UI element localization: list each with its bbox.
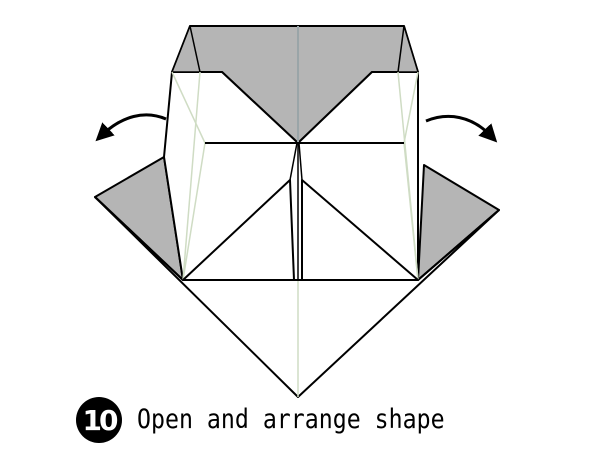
center-slit-right [298,142,303,181]
curved-arrow-left [95,113,167,142]
crease-right-diag [403,71,419,144]
right-flap-crease [417,209,500,281]
right-side-strip [397,25,419,73]
left-side-strip [171,25,201,73]
crease-right-lower [403,142,419,281]
crease-left-diag [171,71,206,144]
step-number: 10 [82,403,119,437]
left-flap-crease [94,196,184,281]
crease-left-upper [182,71,201,281]
step-number-badge: 10 [76,397,122,443]
center-slit-left [289,142,298,181]
crease-left-lower [182,142,206,281]
step-caption: Open and arrange shape [137,404,445,435]
curved-arrow-right [425,114,498,143]
